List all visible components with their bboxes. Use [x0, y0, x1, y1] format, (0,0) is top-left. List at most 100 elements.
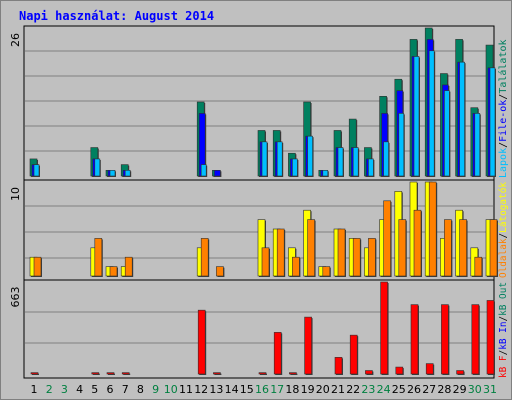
bar-oldalak — [428, 181, 437, 277]
bar-kb-f — [486, 300, 495, 375]
x-tick-label: 14 — [225, 383, 239, 396]
x-tick-label: 6 — [107, 383, 114, 396]
right-legend-item: kB In — [498, 322, 509, 350]
bar-oldalak — [124, 256, 133, 277]
bar-oldalak — [383, 200, 391, 277]
bar-kb-f — [258, 372, 267, 375]
bar-kb-f-shadow — [92, 373, 100, 375]
bar-oldalak — [459, 219, 467, 277]
bar-file-ok — [214, 170, 221, 177]
right-legend-label: Lapok/File-ok/Találatok — [497, 39, 509, 178]
x-tick-label: 29 — [453, 383, 467, 396]
bar-oldalak — [216, 266, 224, 277]
right-legend-item: File-ok — [498, 100, 509, 142]
bar-lapok — [459, 61, 465, 177]
bar-oldalak — [94, 238, 103, 277]
bar-kb-f — [410, 304, 419, 375]
bar-oldalak — [413, 209, 422, 277]
x-tick-label: 5 — [91, 383, 98, 396]
x-tick-label: 7 — [122, 383, 129, 396]
bar-oldalak — [337, 228, 346, 277]
bar-oldalak — [352, 238, 361, 277]
bar-lapok — [368, 158, 374, 177]
x-tick-label: 24 — [377, 383, 391, 396]
bar-lapok — [307, 135, 313, 177]
x-tick-label: 4 — [76, 383, 83, 396]
bar-kb-f — [380, 281, 388, 375]
x-tick-label: 21 — [331, 383, 345, 396]
bar-kb-f — [91, 372, 100, 375]
bar-kb-f-shadow — [123, 373, 131, 375]
legend-separator: / — [498, 142, 509, 148]
bar-oldalak — [444, 219, 452, 277]
x-tick-label: 28 — [437, 383, 451, 396]
bar-oldalak — [109, 266, 118, 277]
bar-lapok — [322, 170, 329, 177]
bar-lapok — [33, 164, 40, 177]
bar-oldalak — [292, 256, 300, 277]
right-legend-label: kB F/kB In/kB Out — [498, 282, 509, 378]
bar-kb-f — [273, 332, 282, 375]
bar-kb-f — [213, 372, 221, 375]
x-tick-label: 12 — [194, 383, 208, 396]
right-legend-item: Találatok — [497, 39, 509, 93]
bar-lapok — [200, 164, 207, 177]
bar-lapok — [337, 147, 344, 177]
bar-oldalak — [398, 219, 407, 277]
bar-lapok — [292, 158, 298, 177]
right-legend-item: kB Out — [498, 282, 509, 316]
chart-bars — [29, 27, 498, 375]
bar-kb-f-shadow — [290, 373, 298, 375]
x-tick-label: 22 — [346, 383, 360, 396]
x-tick-label: 31 — [483, 383, 497, 396]
x-tick-label: 8 — [137, 383, 144, 396]
right-legend-item: Oldalak — [498, 238, 509, 278]
legend-separator: / — [498, 94, 509, 100]
x-tick-label: 11 — [179, 383, 193, 396]
bar-lapok — [261, 141, 268, 177]
bar-kb-f — [30, 372, 39, 375]
x-tick-label: 27 — [422, 383, 436, 396]
bar-lapok — [109, 170, 116, 177]
right-legend-item: Látogatók — [497, 182, 509, 233]
bar-kb-f — [441, 304, 449, 375]
bar-lapok — [413, 56, 420, 177]
x-tick-label: 16 — [255, 383, 269, 396]
bar-oldalak — [474, 256, 483, 277]
bar-lapok — [383, 141, 389, 177]
x-tick-label: 3 — [61, 383, 68, 396]
bar-kb-f — [456, 370, 464, 375]
bar-oldalak — [489, 219, 498, 277]
y-max-label: 26 — [9, 33, 22, 47]
x-tick-label: 15 — [240, 383, 254, 396]
bar-kb-f — [289, 372, 297, 375]
bar-kb-f — [121, 372, 130, 375]
x-tick-label: 30 — [468, 383, 482, 396]
bar-kb-f — [304, 316, 312, 375]
bar-kb-f-shadow — [32, 373, 39, 375]
bar-lapok — [276, 141, 283, 177]
x-tick-label: 19 — [301, 383, 315, 396]
x-tick-label: 18 — [285, 383, 299, 396]
bar-lapok — [474, 113, 481, 177]
x-tick-label: 13 — [209, 383, 223, 396]
bar-kb-f — [106, 372, 115, 375]
bar-oldalak — [200, 238, 209, 277]
x-axis-day-labels: 1 2 3 4 5 6 7 8 9 10 11 12 13 14 15 16 17 18 19 20 21 22 23 24 2… — [31, 383, 498, 396]
legend-separator: / — [498, 350, 509, 356]
bar-kb-f — [395, 366, 404, 375]
bar-kb-f — [334, 357, 343, 375]
bar-kb-f — [197, 309, 206, 375]
bar-lapok — [428, 50, 435, 177]
bar-oldalak — [368, 238, 376, 277]
y-max-label: 10 — [9, 187, 22, 201]
bar-oldalak — [276, 228, 285, 277]
bar-lapok — [352, 147, 359, 177]
x-tick-label: 1 — [31, 383, 38, 396]
x-tick-label: 20 — [316, 383, 330, 396]
bar-kb-f — [349, 334, 358, 375]
bar-lapok — [124, 170, 131, 177]
bar-oldalak — [322, 266, 331, 277]
bar-kb-f-shadow — [108, 373, 115, 375]
